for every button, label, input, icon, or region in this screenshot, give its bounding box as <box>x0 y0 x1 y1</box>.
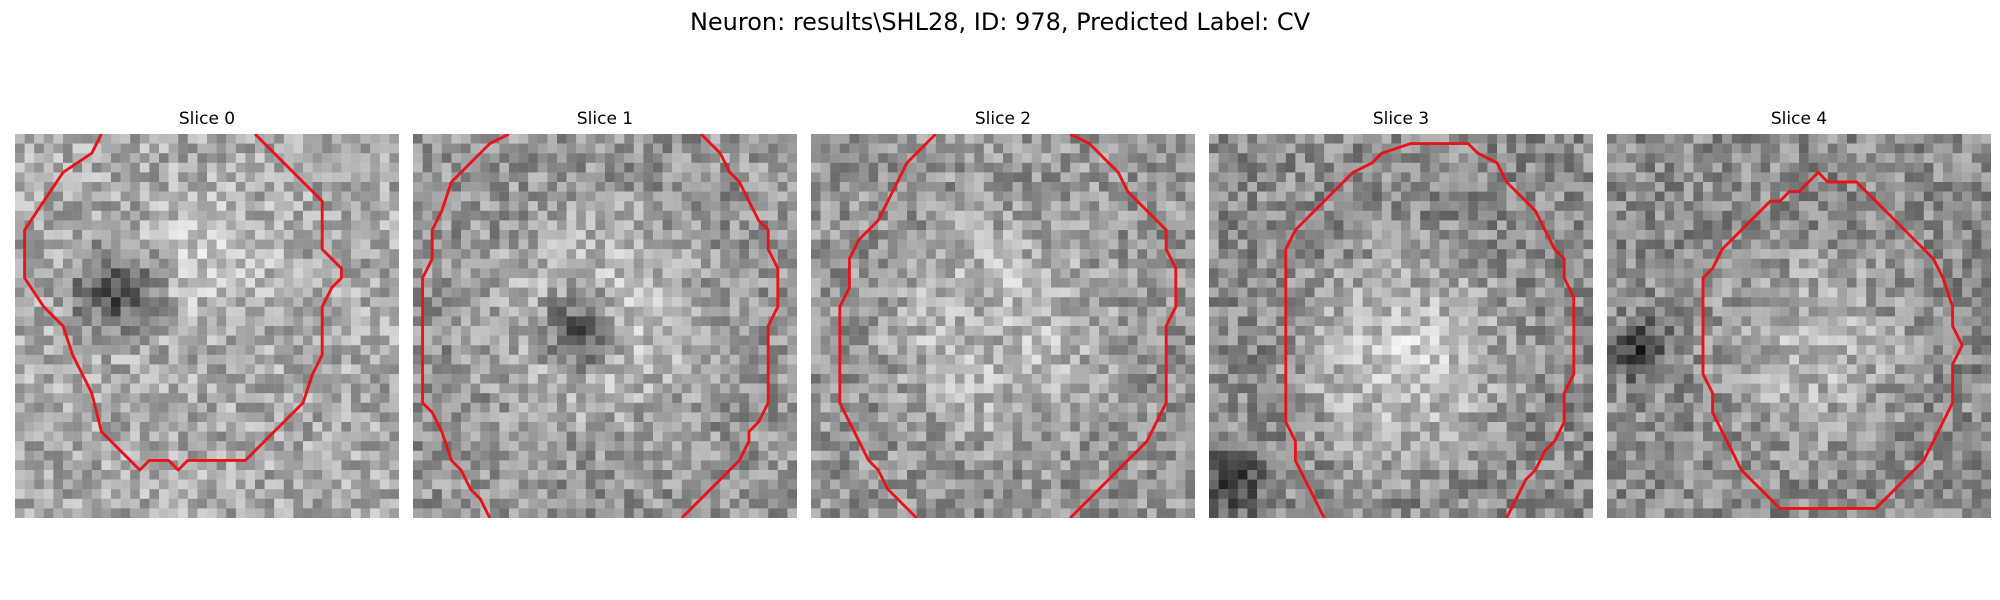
figure-title: Neuron: results\SHL28, ID: 978, Predicte… <box>0 6 2000 38</box>
slice-panel-0: Slice 0 <box>15 108 399 518</box>
slice-image-2 <box>811 134 1195 518</box>
slice-panel-2: Slice 2 <box>811 108 1195 518</box>
slice-title: Slice 3 <box>1209 108 1593 134</box>
slice-image-1 <box>413 134 797 518</box>
slice-panel-3: Slice 3 <box>1209 108 1593 518</box>
slice-image-4 <box>1607 134 1991 518</box>
slice-image-3 <box>1209 134 1593 518</box>
slice-panel-1: Slice 1 <box>413 108 797 518</box>
slice-title: Slice 0 <box>15 108 399 134</box>
slice-title: Slice 1 <box>413 108 797 134</box>
slice-image-0 <box>15 134 399 518</box>
slice-panel-4: Slice 4 <box>1607 108 1991 518</box>
slice-title: Slice 4 <box>1607 108 1991 134</box>
slice-title: Slice 2 <box>811 108 1195 134</box>
